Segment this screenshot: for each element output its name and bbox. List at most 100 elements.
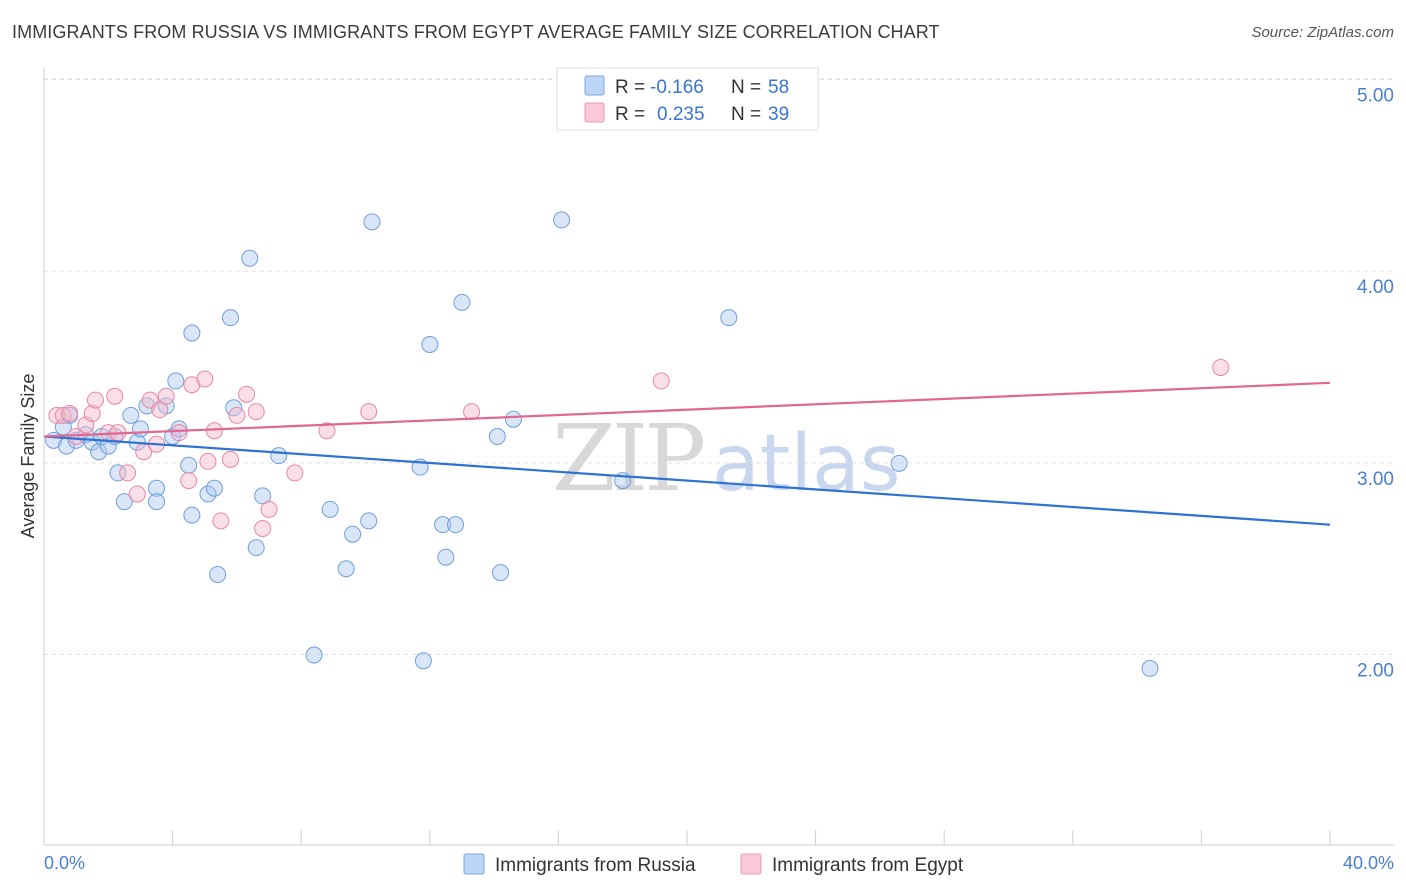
russia-point-38 <box>344 525 362 543</box>
trend-lines <box>43 381 1331 526</box>
russia-point-53 <box>720 309 738 327</box>
russia-point-32 <box>247 539 265 557</box>
egypt-point-18 <box>180 472 198 490</box>
russia-point-50 <box>504 410 522 428</box>
legend-r-value-russia: -0.166 <box>650 77 704 98</box>
russia-point-27 <box>205 479 223 497</box>
russia-point-55 <box>1141 659 1159 677</box>
egypt-point-25 <box>228 406 246 424</box>
egypt-point-5 <box>83 405 101 422</box>
source-label: Source: ZipAtlas.com <box>1251 24 1394 41</box>
x-tick-labels: 0.0% 40.0% <box>44 853 1394 873</box>
legend-n-value-egypt: 39 <box>768 104 789 125</box>
russia-point-12 <box>115 493 133 511</box>
legend-r-label-egypt: R = <box>615 104 645 125</box>
y-tick-label-3: 3.00 <box>1357 469 1394 490</box>
russia-point-18 <box>148 493 166 511</box>
egypt-point-21 <box>199 452 217 470</box>
russia-point-36 <box>321 500 339 518</box>
russia-point-24 <box>183 506 201 524</box>
y-tick-labels: 2.00 3.00 4.00 5.00 <box>1357 86 1394 682</box>
russia-point-44 <box>434 516 452 534</box>
legend-swatch-russia <box>584 75 605 96</box>
russia-point-35 <box>305 646 323 664</box>
egypt-point-32 <box>360 403 378 421</box>
egypt-point-35 <box>1212 359 1230 376</box>
chart-title: IMMIGRANTS FROM RUSSIA VS IMMIGRANTS FRO… <box>12 22 940 42</box>
russia-point-31 <box>241 249 259 267</box>
data-points <box>45 211 1230 677</box>
y-tick-label-4: 4.00 <box>1357 277 1394 298</box>
y-axis-title: Average Family Size <box>18 374 38 539</box>
russia-point-39 <box>360 512 378 530</box>
russia-point-25 <box>183 324 201 342</box>
watermark-atlas: atlas <box>712 419 901 509</box>
series-legend-label-russia: Immigrants from Russia <box>495 855 696 876</box>
russia-trend-line <box>43 435 1331 526</box>
egypt-point-2 <box>61 405 79 422</box>
russia-point-21 <box>167 372 185 390</box>
egypt-trend-line <box>43 381 1331 438</box>
legend-n-label-russia: N = <box>731 77 761 98</box>
russia-point-47 <box>453 293 471 311</box>
russia-point-29 <box>221 309 239 327</box>
egypt-point-8 <box>106 387 124 405</box>
egypt-point-1 <box>54 406 72 424</box>
egypt-point-30 <box>286 464 304 482</box>
egypt-point-16 <box>157 387 175 405</box>
egypt-point-22 <box>205 422 223 440</box>
legend-r-value-egypt: 0.235 <box>657 104 705 125</box>
russia-point-42 <box>414 652 432 670</box>
egypt-point-24 <box>221 451 239 468</box>
russia-point-54 <box>890 454 908 472</box>
russia-point-37 <box>337 560 355 578</box>
russia-point-22 <box>170 420 188 438</box>
stats-legend: R = -0.166 N = 58 R = 0.235 N = 39 <box>556 67 819 131</box>
russia-point-48 <box>488 428 506 445</box>
egypt-point-33 <box>463 403 481 421</box>
series-legend-label-egypt: Immigrants from Egypt <box>772 855 964 876</box>
russia-point-26 <box>199 485 217 503</box>
russia-point-34 <box>270 447 288 465</box>
legend-n-value-russia: 58 <box>768 77 789 98</box>
legend-r-label-russia: R = <box>615 77 645 98</box>
series-legend: Immigrants from Russia Immigrants from E… <box>463 853 964 876</box>
russia-point-17 <box>148 479 166 497</box>
egypt-point-29 <box>260 500 278 518</box>
russia-point-16 <box>138 397 156 415</box>
egypt-point-6 <box>86 391 104 409</box>
russia-point-13 <box>122 406 140 424</box>
x-tick-label-min: 0.0% <box>44 853 85 873</box>
russia-point-28 <box>209 566 227 583</box>
russia-point-51 <box>553 211 571 229</box>
egypt-point-28 <box>254 520 272 537</box>
russia-point-11 <box>109 464 127 482</box>
legend-swatch-egypt <box>584 102 605 123</box>
watermark-zip: ZIP <box>552 405 703 512</box>
watermark: ZIP atlas <box>552 405 901 512</box>
russia-point-46 <box>447 516 465 534</box>
egypt-point-20 <box>196 370 214 388</box>
russia-point-45 <box>437 548 455 566</box>
egypt-point-10 <box>119 464 137 482</box>
russia-point-23 <box>180 456 198 474</box>
egypt-point-11 <box>128 485 146 503</box>
egypt-point-31 <box>318 422 336 440</box>
egypt-point-17 <box>170 424 188 442</box>
egypt-point-26 <box>238 385 256 403</box>
series-legend-swatch-egypt <box>740 853 762 875</box>
egypt-point-27 <box>247 403 265 421</box>
russia-point-15 <box>131 420 149 438</box>
russia-point-40 <box>363 213 381 231</box>
series-legend-swatch-russia <box>463 853 485 875</box>
russia-point-49 <box>492 564 510 582</box>
y-tick-label-5: 5.00 <box>1357 86 1394 107</box>
egypt-point-34 <box>652 372 670 390</box>
egypt-point-23 <box>212 512 230 530</box>
russia-point-43 <box>421 336 439 353</box>
axes <box>43 68 1394 846</box>
egypt-point-0 <box>48 406 66 424</box>
x-tick-label-max: 40.0% <box>1343 853 1394 873</box>
y-tick-label-2: 2.00 <box>1357 661 1394 682</box>
